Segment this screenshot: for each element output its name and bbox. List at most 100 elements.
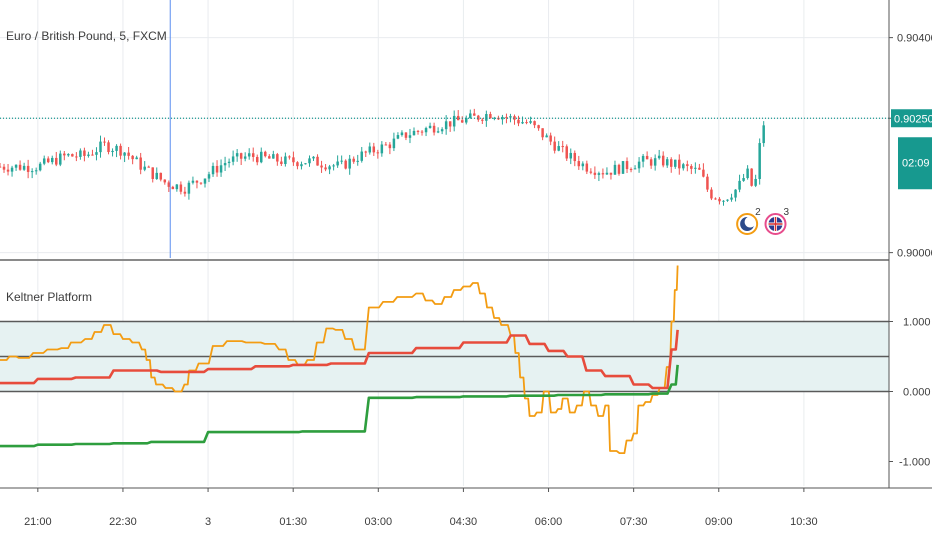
candle bbox=[661, 151, 665, 168]
candle bbox=[34, 167, 38, 175]
candle-body bbox=[139, 157, 142, 170]
candle bbox=[336, 155, 339, 168]
candle bbox=[296, 161, 299, 170]
candle-body bbox=[231, 156, 235, 162]
candle bbox=[746, 165, 749, 180]
candle-body bbox=[477, 115, 480, 120]
candle-body bbox=[356, 160, 359, 162]
candle bbox=[22, 162, 26, 171]
candle-body bbox=[380, 144, 384, 154]
candle-body bbox=[400, 132, 404, 136]
candle bbox=[452, 110, 456, 132]
candle bbox=[597, 171, 601, 182]
candle-body bbox=[456, 115, 460, 121]
candle-body bbox=[151, 167, 154, 179]
indicator-axis[interactable]: 1.000 0.000 -1.000 bbox=[889, 317, 931, 469]
candle-body bbox=[392, 138, 396, 149]
candle-body bbox=[489, 114, 492, 119]
candle-body bbox=[348, 158, 351, 169]
candle bbox=[6, 163, 10, 176]
candle bbox=[420, 130, 424, 136]
uk-flag-icon[interactable]: 3 bbox=[764, 207, 790, 235]
candle-body bbox=[432, 125, 436, 133]
candle-body bbox=[187, 182, 191, 194]
candle-body bbox=[59, 153, 62, 165]
candle bbox=[702, 163, 705, 178]
candle-body bbox=[678, 159, 681, 169]
candle-body bbox=[718, 198, 721, 202]
candle bbox=[10, 165, 14, 177]
candle bbox=[762, 121, 765, 147]
candle bbox=[356, 154, 359, 166]
candle bbox=[328, 164, 331, 175]
candle-body bbox=[316, 156, 319, 166]
candle-body bbox=[115, 145, 118, 151]
candle-body bbox=[465, 117, 468, 123]
candle-body bbox=[79, 150, 82, 157]
candle bbox=[493, 116, 496, 121]
candle-body bbox=[665, 159, 669, 166]
candle-body bbox=[388, 144, 392, 149]
candle-body bbox=[123, 152, 126, 156]
candle bbox=[18, 160, 22, 171]
candle-body bbox=[501, 116, 504, 120]
candle bbox=[400, 130, 404, 137]
candle bbox=[42, 155, 46, 166]
candle bbox=[384, 142, 388, 146]
candle bbox=[131, 155, 134, 165]
candle-body bbox=[195, 180, 199, 183]
candle-body bbox=[296, 162, 299, 167]
candle bbox=[75, 152, 78, 162]
candle bbox=[312, 156, 315, 162]
candle bbox=[135, 155, 138, 160]
current-price-label: 0.90250 bbox=[894, 113, 932, 125]
candle-body bbox=[452, 115, 456, 127]
candle-body bbox=[734, 189, 737, 198]
candle-body bbox=[384, 144, 388, 146]
candle-body bbox=[155, 172, 159, 179]
candle bbox=[227, 158, 231, 168]
candle-body bbox=[714, 198, 717, 200]
candle-body bbox=[645, 155, 649, 160]
symbol-title[interactable]: Euro / British Pound, 5, FXCM bbox=[6, 29, 167, 43]
candle-body bbox=[247, 153, 251, 157]
candle-body bbox=[557, 146, 560, 151]
candle bbox=[633, 165, 637, 170]
candle bbox=[247, 148, 251, 160]
candle-body bbox=[553, 141, 556, 151]
candle bbox=[348, 154, 351, 175]
candle-body bbox=[2, 166, 6, 170]
candle-body bbox=[95, 152, 98, 155]
candle bbox=[272, 150, 275, 159]
candle-body bbox=[131, 155, 134, 160]
candle bbox=[694, 162, 697, 174]
candle bbox=[87, 151, 90, 158]
time-axis[interactable]: 21:00 22:30 3 01:30 03:00 04:30 06:00 07:30 09:0… bbox=[24, 488, 818, 528]
indicator-pane[interactable] bbox=[0, 265, 889, 454]
candle-body bbox=[26, 165, 30, 172]
candle-body bbox=[408, 135, 412, 138]
candle bbox=[59, 150, 62, 167]
candle-body bbox=[352, 158, 355, 162]
candle bbox=[473, 108, 476, 116]
candle bbox=[714, 197, 717, 200]
candle bbox=[63, 150, 66, 161]
price-pane[interactable] bbox=[0, 108, 889, 206]
candle-body bbox=[653, 158, 657, 166]
candle-body bbox=[460, 120, 464, 123]
moon-icon[interactable]: 2 bbox=[736, 207, 761, 235]
candle-body bbox=[159, 172, 163, 180]
candle-body bbox=[428, 125, 432, 129]
candle bbox=[637, 157, 641, 173]
candle-body bbox=[119, 145, 122, 156]
candle bbox=[625, 157, 629, 173]
candle-body bbox=[223, 163, 227, 166]
indicator-title[interactable]: Keltner Platform bbox=[6, 290, 92, 304]
candle bbox=[300, 161, 303, 170]
candle-body bbox=[284, 156, 287, 165]
candle-body bbox=[147, 166, 150, 168]
candle bbox=[139, 152, 142, 175]
candle bbox=[67, 153, 70, 157]
